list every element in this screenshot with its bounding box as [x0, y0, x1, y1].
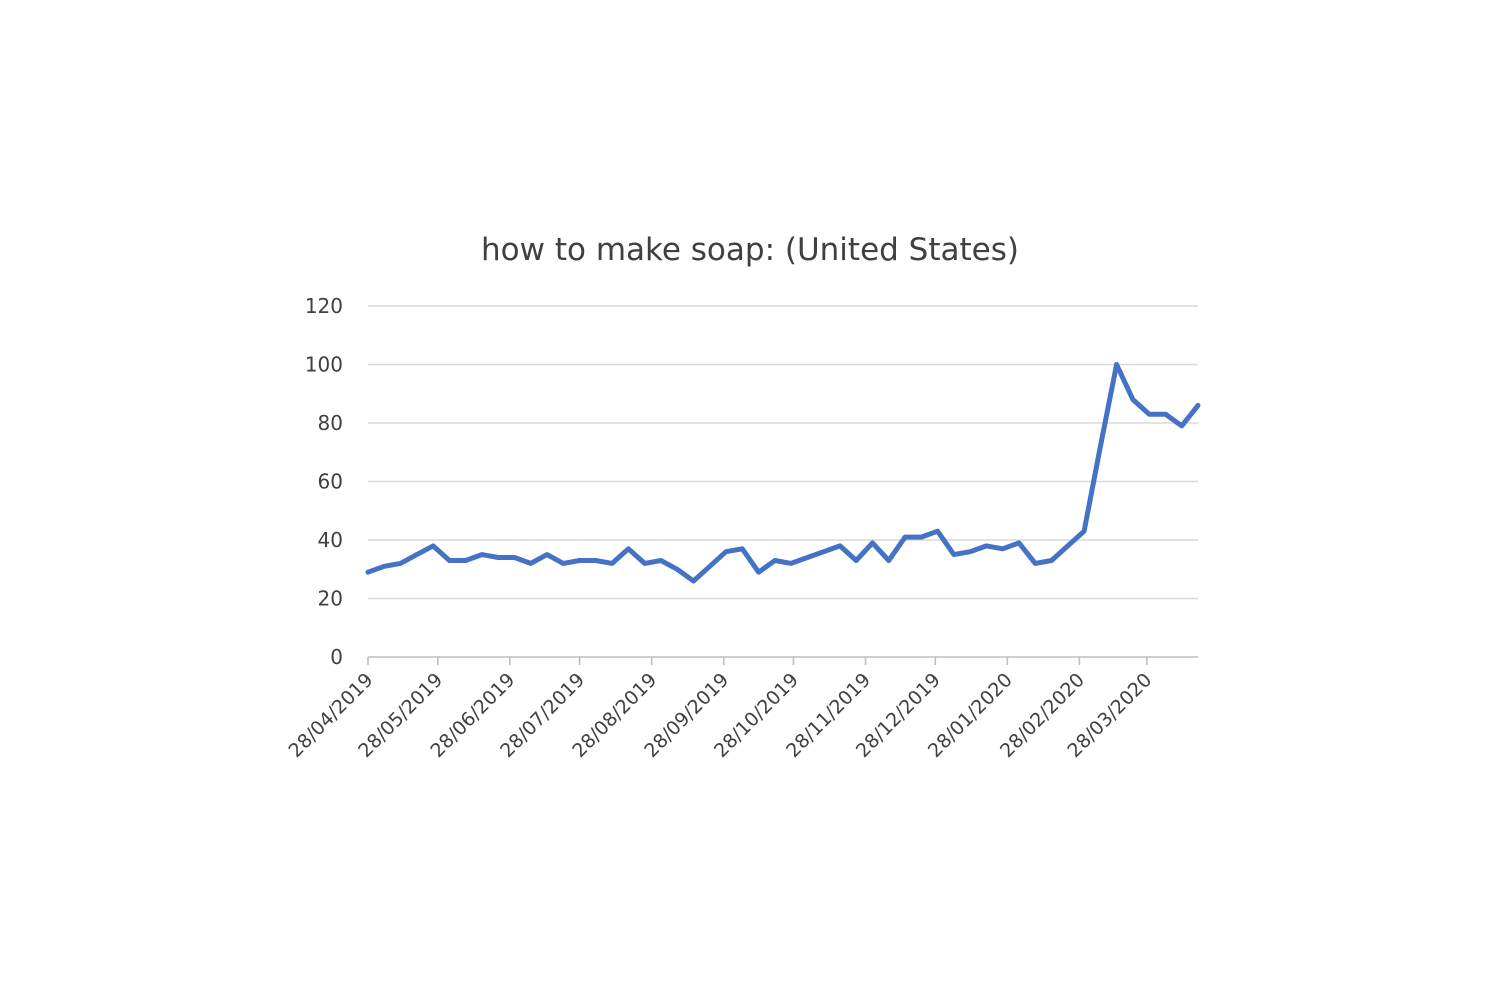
y-tick-label: 60 [318, 470, 343, 494]
x-axis-tick-labels: 28/04/201928/05/201928/06/201928/07/2019… [285, 669, 1157, 762]
y-tick-label: 120 [305, 294, 343, 318]
gridlines [368, 305, 1198, 600]
series-layer [365, 362, 1201, 584]
y-tick-label: 20 [318, 587, 343, 611]
y-tick-label: 0 [330, 645, 343, 669]
y-tick-label: 100 [305, 353, 343, 377]
x-axis [367, 656, 1198, 665]
y-axis-tick-labels: 0 20 40 60 80 100 120 [305, 294, 343, 669]
y-tick-label: 80 [318, 411, 343, 435]
series-line [365, 362, 1201, 584]
y-tick-label: 40 [318, 528, 343, 552]
chart-title: how to make soap: (United States) [481, 232, 1019, 268]
